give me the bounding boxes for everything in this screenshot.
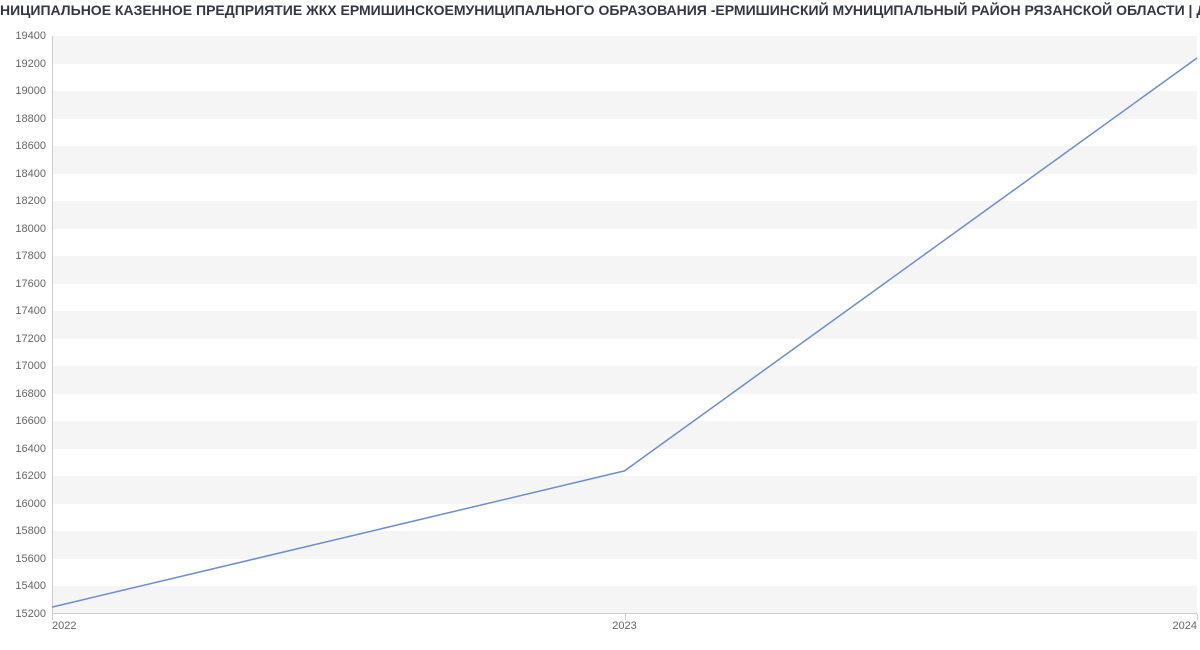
y-tick-label: 16400 [15,443,46,455]
y-tick-label: 19000 [15,85,46,97]
y-tick-label: 17200 [15,333,46,345]
y-tick-label: 15600 [15,553,46,565]
y-tick-label: 19400 [15,30,46,42]
y-tick-label: 16600 [15,415,46,427]
chart-title: НИЦИПАЛЬНОЕ КАЗЕННОЕ ПРЕДПРИЯТИЕ ЖКХ ЕРМ… [0,2,1200,18]
y-tick-label: 15200 [15,608,46,620]
y-tick-label: 17400 [15,305,46,317]
plot-area: 1520015400156001580016000162001640016600… [52,36,1197,614]
y-tick-label: 19200 [15,58,46,70]
y-tick-label: 16200 [15,470,46,482]
y-tick-label: 16800 [15,388,46,400]
chart-container: НИЦИПАЛЬНОЕ КАЗЕННОЕ ПРЕДПРИЯТИЕ ЖКХ ЕРМ… [0,0,1200,650]
x-tick-label: 2024 [1173,620,1197,632]
y-tick-label: 18400 [15,168,46,180]
y-tick-label: 16000 [15,498,46,510]
y-tick-label: 17000 [15,360,46,372]
y-tick-label: 17600 [15,278,46,290]
y-tick-label: 18600 [15,140,46,152]
y-tick-label: 15800 [15,525,46,537]
y-tick-label: 17800 [15,250,46,262]
series-line [52,58,1197,607]
x-tick-label: 2023 [612,620,636,632]
line-series [52,36,1197,614]
y-tick-label: 15400 [15,580,46,592]
x-tick-mark [1197,614,1198,620]
y-tick-label: 18800 [15,113,46,125]
x-tick-label: 2022 [52,620,76,632]
y-tick-label: 18200 [15,195,46,207]
y-tick-label: 18000 [15,223,46,235]
